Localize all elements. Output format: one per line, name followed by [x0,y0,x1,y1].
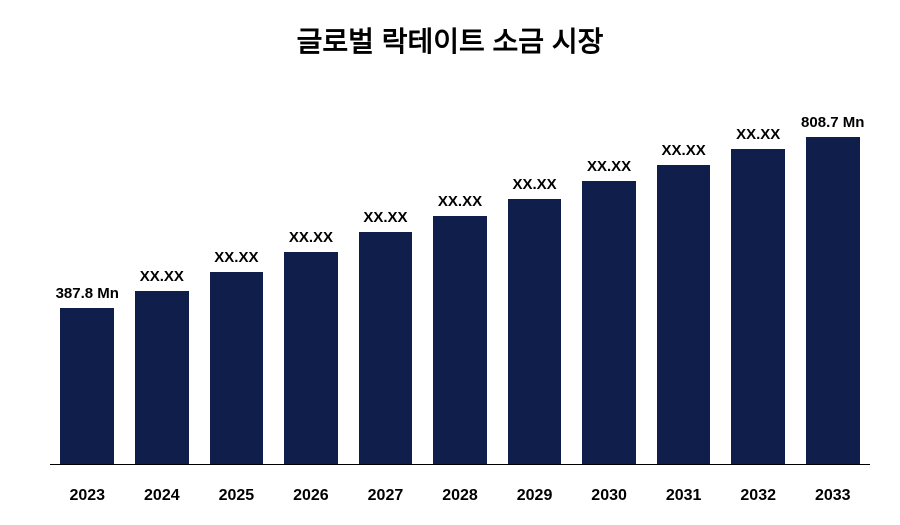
bar [359,232,413,465]
bar-value-label: XX.XX [512,176,556,193]
bar [284,252,338,465]
bar [731,149,785,465]
bar-wrap: XX.XX [646,100,721,465]
bar-wrap: XX.XX [721,100,796,465]
chart-title: 글로벌 락테이트 소금 시장 [0,0,900,60]
bar-value-label: XX.XX [587,158,631,175]
bar-wrap: XX.XX [274,100,349,465]
bar-value-label: 387.8 Mn [56,285,119,302]
bar [657,165,711,465]
bar [135,291,189,465]
bar [582,181,636,465]
x-axis-tick: 2027 [348,487,423,505]
bar-wrap: 808.7 Mn [795,100,870,465]
x-axis-tick: 2031 [646,487,721,505]
x-axis-labels: 2023202420252026202720282029203020312032… [50,487,870,505]
bar-value-label: XX.XX [140,268,184,285]
bar [210,272,264,465]
x-axis-tick: 2029 [497,487,572,505]
bar-value-label: XX.XX [736,126,780,143]
bar-wrap: XX.XX [125,100,200,465]
x-axis-tick: 2026 [274,487,349,505]
bar-wrap: XX.XX [497,100,572,465]
bar [806,137,860,465]
x-axis-baseline [50,464,870,465]
x-axis-tick: 2023 [50,487,125,505]
bars-group: 387.8 Mn XX.XX XX.XX XX.XX XX.XX XX.XX XX.XX XX… [50,100,870,465]
x-axis-tick: 2032 [721,487,796,505]
bar-wrap: 387.8 Mn [50,100,125,465]
x-axis-tick: 2030 [572,487,647,505]
bar-value-label: XX.XX [363,209,407,226]
bar [508,199,562,465]
chart-container: 글로벌 락테이트 소금 시장 387.8 Mn XX.XX XX.XX XX.XX XX… [0,0,900,525]
bar-wrap: XX.XX [423,100,498,465]
bar-wrap: XX.XX [572,100,647,465]
x-axis-tick: 2033 [795,487,870,505]
bar-wrap: XX.XX [199,100,274,465]
x-axis-tick: 2024 [125,487,200,505]
bar [433,216,487,465]
bar-value-label: XX.XX [662,142,706,159]
bar-wrap: XX.XX [348,100,423,465]
x-axis-tick: 2025 [199,487,274,505]
bar-value-label: 808.7 Mn [801,114,864,131]
bar-value-label: XX.XX [214,249,258,266]
bar-value-label: XX.XX [289,229,333,246]
plot-area: 387.8 Mn XX.XX XX.XX XX.XX XX.XX XX.XX XX.XX XX… [50,100,870,465]
bar [60,308,114,465]
bar-value-label: XX.XX [438,193,482,210]
x-axis-tick: 2028 [423,487,498,505]
